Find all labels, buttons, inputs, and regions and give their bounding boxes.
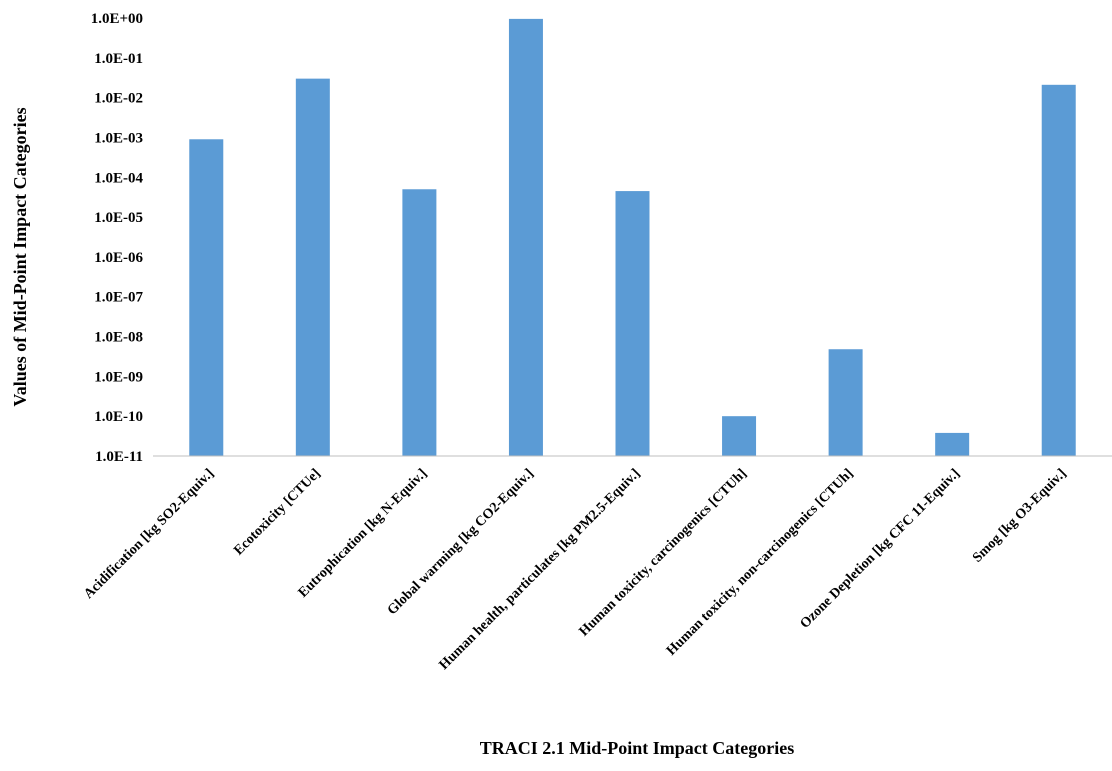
bar xyxy=(402,189,437,456)
y-tick-label: 1.0E-08 xyxy=(94,330,143,346)
y-tick-label: 1.0E-11 xyxy=(95,449,143,465)
x-axis-ticks: Acidification [kg SO2-Equiv.] Ecotoxicity… xyxy=(81,466,1069,673)
bar xyxy=(508,18,543,457)
bar xyxy=(1041,84,1076,456)
x-tick-label: Acidification [kg SO2-Equiv.] xyxy=(81,466,217,602)
x-axis-title: TRACI 2.1 Mid-Point Impact Categories xyxy=(480,738,794,758)
y-tick-label: 1.0E-03 xyxy=(94,130,143,146)
y-axis-title: Values of Mid-Point Impact Categories xyxy=(10,107,30,406)
y-tick-label: 1.0E-02 xyxy=(94,91,143,107)
x-tick-label: Human health, particulates [kg PM2.5-Equ… xyxy=(437,466,644,673)
y-tick-label: 1.0E-05 xyxy=(94,210,143,226)
y-tick-label: 1.0E-07 xyxy=(94,290,143,306)
y-tick-label: 1.0E+00 xyxy=(91,11,143,27)
y-axis-ticks: 1.0E-11 1.0E-10 1.0E-09 1.0E-08 1.0E-07 1.0E-… xyxy=(91,11,144,465)
x-tick-label: Eutrophication [kg N-Equiv.] xyxy=(296,466,430,600)
x-tick-label: Smog [kg O3-Equiv.] xyxy=(970,466,1069,565)
bars xyxy=(189,18,1076,457)
bar xyxy=(189,139,224,456)
x-tick-label: Ecotoxicity [CTUe] xyxy=(231,466,323,558)
x-tick-label: Human toxicity, non-carcinogenics [CTUh] xyxy=(664,466,856,658)
bar xyxy=(615,191,650,456)
bar xyxy=(935,432,970,456)
y-tick-label: 1.0E-09 xyxy=(94,369,143,385)
y-tick-label: 1.0E-04 xyxy=(94,170,143,186)
y-tick-label: 1.0E-10 xyxy=(94,409,143,425)
y-tick-label: 1.0E-06 xyxy=(94,250,143,266)
bar xyxy=(722,416,757,456)
bar xyxy=(828,349,863,456)
bar xyxy=(295,78,330,457)
x-tick-label: Human toxicity, carcinogenics [CTUh] xyxy=(577,466,750,639)
y-tick-label: 1.0E-01 xyxy=(94,51,143,67)
